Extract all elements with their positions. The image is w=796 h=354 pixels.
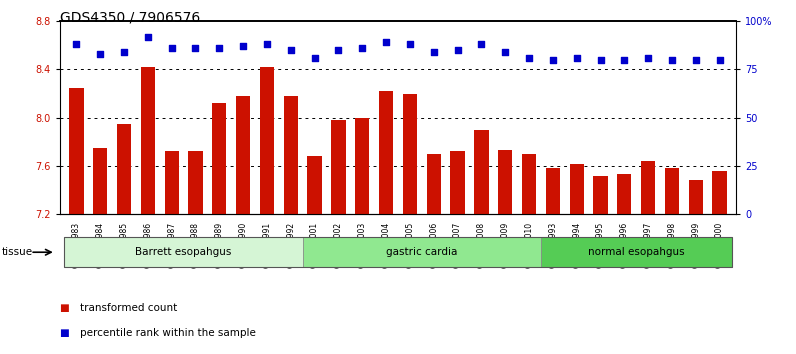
Point: [284, 47, 297, 53]
Bar: [451, 152, 465, 214]
Point: [475, 41, 488, 47]
Bar: [403, 93, 417, 214]
Bar: [498, 150, 513, 214]
Bar: [712, 171, 727, 214]
Bar: [541, 237, 732, 267]
Point: [94, 51, 107, 57]
Bar: [283, 96, 298, 214]
Bar: [474, 130, 489, 214]
Bar: [93, 148, 107, 214]
Text: normal esopahgus: normal esopahgus: [588, 247, 685, 257]
Bar: [665, 169, 679, 214]
Point: [404, 41, 416, 47]
Point: [260, 41, 273, 47]
Bar: [641, 161, 655, 214]
Point: [427, 49, 440, 55]
Bar: [236, 96, 250, 214]
Bar: [69, 87, 84, 214]
Text: percentile rank within the sample: percentile rank within the sample: [80, 328, 256, 338]
Bar: [307, 156, 322, 214]
Point: [499, 49, 512, 55]
Bar: [213, 103, 227, 214]
Point: [118, 49, 131, 55]
Point: [689, 57, 702, 63]
Bar: [259, 67, 274, 214]
Point: [356, 45, 369, 51]
Point: [451, 47, 464, 53]
Point: [213, 45, 226, 51]
Bar: [141, 67, 155, 214]
Point: [594, 57, 607, 63]
Bar: [379, 91, 393, 214]
Bar: [189, 152, 203, 214]
Point: [70, 41, 83, 47]
Point: [570, 55, 583, 61]
Text: gastric cardia: gastric cardia: [386, 247, 458, 257]
Point: [142, 34, 154, 40]
Point: [189, 45, 202, 51]
Point: [713, 57, 726, 63]
Text: ■: ■: [60, 303, 72, 313]
Point: [332, 47, 345, 53]
Bar: [522, 154, 537, 214]
Bar: [689, 181, 703, 214]
Point: [665, 57, 678, 63]
Bar: [427, 154, 441, 214]
Text: tissue: tissue: [2, 247, 33, 257]
Bar: [165, 152, 179, 214]
Text: ■: ■: [60, 328, 72, 338]
Point: [642, 55, 654, 61]
Text: Barrett esopahgus: Barrett esopahgus: [135, 247, 232, 257]
Point: [308, 55, 321, 61]
Point: [547, 57, 560, 63]
Point: [380, 40, 392, 45]
Bar: [546, 169, 560, 214]
Bar: [302, 237, 541, 267]
Bar: [355, 118, 369, 214]
Point: [166, 45, 178, 51]
Bar: [331, 120, 345, 214]
Bar: [593, 176, 607, 214]
Text: GDS4350 / 7906576: GDS4350 / 7906576: [60, 11, 200, 25]
Bar: [64, 237, 302, 267]
Point: [523, 55, 536, 61]
Bar: [617, 175, 631, 214]
Point: [618, 57, 630, 63]
Point: [236, 44, 249, 49]
Bar: [117, 124, 131, 214]
Bar: [569, 164, 583, 214]
Text: transformed count: transformed count: [80, 303, 177, 313]
